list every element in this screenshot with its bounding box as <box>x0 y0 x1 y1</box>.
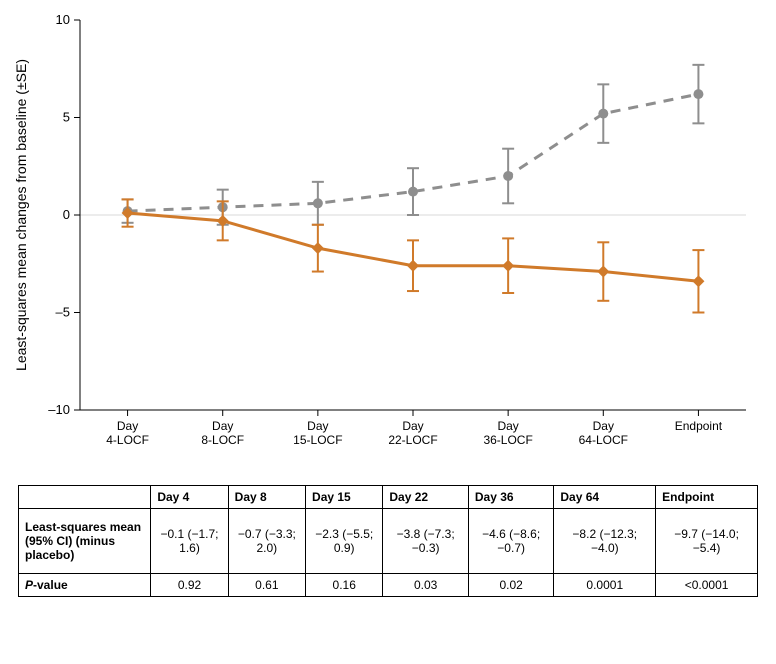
table-col-header: Day 8 <box>228 486 305 509</box>
x-tick-label: 36-LOCF <box>483 433 532 447</box>
table-cell: 0.61 <box>228 574 305 597</box>
table-col-header: Day 22 <box>383 486 469 509</box>
table-cell: −3.8 (−7.3; −0.3) <box>383 509 469 574</box>
marker <box>597 266 609 278</box>
x-tick-label: 64-LOCF <box>579 433 628 447</box>
marker <box>407 260 419 272</box>
table-row-header: Least-squares mean (95% CI) (minus place… <box>19 509 151 574</box>
marker <box>503 171 513 181</box>
table-col-header: Day 15 <box>306 486 383 509</box>
table-cell: 0.02 <box>468 574 554 597</box>
table-cell: −0.7 (−3.3; 2.0) <box>228 509 305 574</box>
table-cell: −8.2 (−12.3; −4.0) <box>554 509 656 574</box>
y-tick-label: –5 <box>56 305 70 320</box>
x-tick-label: 4-LOCF <box>106 433 149 447</box>
x-tick-label: Day <box>593 419 614 433</box>
marker <box>408 187 418 197</box>
y-tick-label: –10 <box>48 402 70 417</box>
chart: –10 –5 0 5 10 Least-squares mean changes from… <box>0 0 776 470</box>
table-cell: 0.16 <box>306 574 383 597</box>
x-tick-label: Day <box>402 419 423 433</box>
table-col-header: Day 64 <box>554 486 656 509</box>
table-cell: −2.3 (−5.5; 0.9) <box>306 509 383 574</box>
marker <box>502 260 514 272</box>
table-cell: 0.92 <box>151 574 228 597</box>
x-tick-label: Endpoint <box>675 419 723 433</box>
x-tick-label: Day <box>117 419 138 433</box>
table-row: Least-squares mean (95% CI) (minus place… <box>19 509 758 574</box>
x-tick-label: Day <box>497 419 518 433</box>
table-cell: −0.1 (−1.7; 1.6) <box>151 509 228 574</box>
y-tick-label: 5 <box>63 110 70 125</box>
marker <box>598 109 608 119</box>
x-tick-label: 22-LOCF <box>388 433 437 447</box>
y-axis-label: Least-squares mean changes from baseline… <box>13 59 29 371</box>
table-col-header: Day 4 <box>151 486 228 509</box>
marker <box>692 275 704 287</box>
y-tick-label: 10 <box>56 12 70 27</box>
marker <box>313 198 323 208</box>
x-tick-label: 15-LOCF <box>293 433 342 447</box>
table-col-header: Day 36 <box>468 486 554 509</box>
table-cell: 0.03 <box>383 574 469 597</box>
table-cell: 0.0001 <box>554 574 656 597</box>
marker <box>312 242 324 254</box>
table-cell: −9.7 (−14.0; −5.4) <box>656 509 758 574</box>
table-row: P-value0.920.610.160.030.020.0001<0.0001 <box>19 574 758 597</box>
x-tick-label: Day <box>212 419 233 433</box>
table-col-header: Endpoint <box>656 486 758 509</box>
data-table: Day 4Day 8Day 15Day 22Day 36Day 64Endpoi… <box>18 485 758 597</box>
table-row-header: P-value <box>19 574 151 597</box>
x-tick-label: 8-LOCF <box>201 433 244 447</box>
table-cell: −4.6 (−8.6; −0.7) <box>468 509 554 574</box>
table-col-header <box>19 486 151 509</box>
table-cell: <0.0001 <box>656 574 758 597</box>
data-table-container: Day 4Day 8Day 15Day 22Day 36Day 64Endpoi… <box>18 485 758 597</box>
y-tick-label: 0 <box>63 207 70 222</box>
x-tick-label: Day <box>307 419 328 433</box>
marker <box>693 89 703 99</box>
